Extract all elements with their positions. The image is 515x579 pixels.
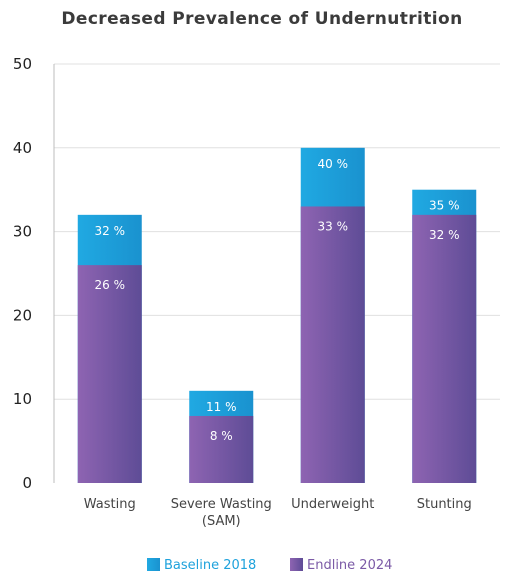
y-tick-label: 40: [13, 139, 32, 157]
bar-endline: [189, 415, 254, 483]
y-tick-label: 30: [13, 223, 32, 241]
x-tick-label: Wasting: [84, 497, 136, 512]
x-tick-label: (SAM): [202, 514, 241, 529]
legend-swatch: [147, 558, 160, 571]
data-label-baseline: 40 %: [318, 157, 349, 171]
legend-label: Baseline 2018: [164, 558, 256, 573]
data-label-baseline: 11 %: [206, 400, 237, 414]
bar-endline: [300, 206, 365, 483]
data-label-endline: 33 %: [318, 219, 349, 233]
x-tick-label: Severe Wasting: [171, 497, 272, 512]
x-tick-label: Underweight: [291, 497, 374, 512]
axes: 0 10 20 30 40 50 Wasting Severe Wasting (SAM) Und…: [13, 55, 472, 529]
y-tick-label: 20: [13, 306, 32, 324]
y-tick-label: 10: [13, 390, 32, 408]
bar-endline: [77, 265, 142, 483]
data-label-endline: 32 %: [429, 228, 460, 242]
bars: [77, 147, 477, 484]
data-label-baseline: 32 %: [95, 224, 126, 238]
chart-title: Decreased Prevalence of Undernutrition: [61, 9, 462, 29]
data-label-baseline: 35 %: [429, 199, 460, 213]
x-tick-label: Stunting: [417, 497, 472, 512]
legend-label: Endline 2024: [307, 558, 392, 573]
data-label-endline: 8 %: [210, 429, 233, 443]
y-tick-label: 50: [13, 55, 32, 73]
data-label-endline: 26 %: [95, 278, 126, 292]
y-tick-label: 0: [22, 474, 32, 492]
data-labels: 32 % 26 % 11 % 8 % 40 % 33 % 35 % 32 %: [95, 157, 460, 443]
legend: Baseline 2018 Endline 2024: [147, 558, 392, 573]
legend-swatch: [290, 558, 303, 571]
bar-endline: [412, 214, 477, 483]
